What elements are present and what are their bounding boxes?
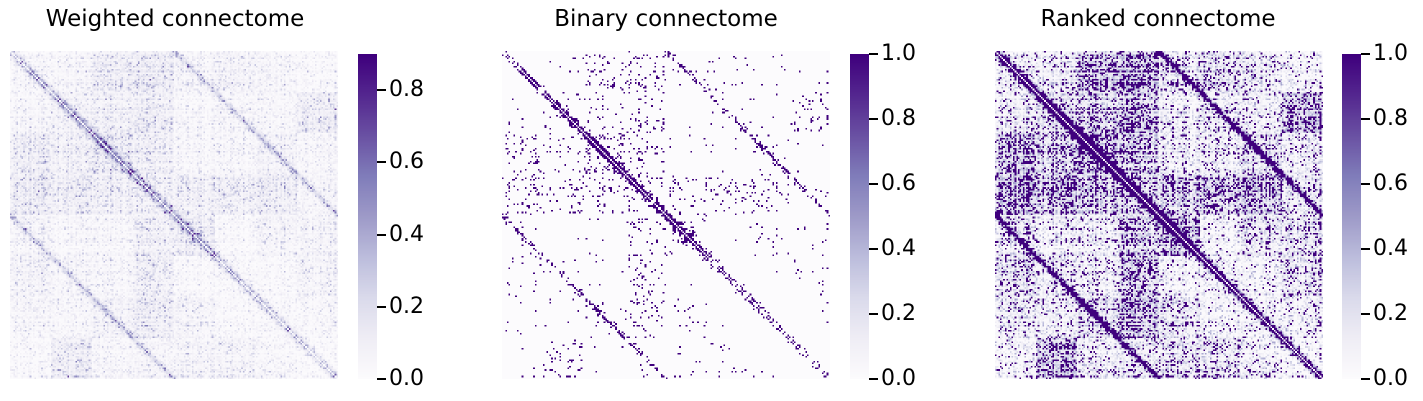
- colorbar-tick-mark: [377, 161, 386, 164]
- colorbar-tick-label: 0.2: [389, 293, 424, 319]
- colorbar-tick-mark: [869, 183, 878, 185]
- colorbar-tick-mark: [869, 118, 878, 120]
- colorbar-ranked: [1342, 54, 1361, 379]
- colorbar-tick-label: 0.8: [1373, 106, 1408, 131]
- colorbar-tick-label: 0.4: [1373, 236, 1408, 261]
- colorbar-tick-mark: [869, 248, 878, 250]
- colorbar-tick-label: 0.8: [389, 77, 424, 103]
- colorbar-tick-label: 0.2: [1373, 301, 1408, 326]
- colorbar-binary: [850, 54, 869, 379]
- colorbar-tick-mark: [377, 233, 386, 236]
- heatmap-ranked: [995, 51, 1323, 379]
- colorbar-tick-label: 0.0: [881, 366, 916, 391]
- colorbar-tick-label: 1.0: [881, 41, 916, 66]
- colorbar-tick-mark: [1361, 118, 1370, 120]
- colorbar-tick-label: 1.0: [1373, 41, 1408, 66]
- colorbar-tick-label: 0.4: [881, 236, 916, 261]
- colorbar-tick-mark: [869, 313, 878, 315]
- colorbar-tick-label: 0.2: [881, 301, 916, 326]
- colorbar-tick-label: 0.0: [1373, 366, 1408, 391]
- colorbar-tick-label: 0.6: [389, 149, 424, 175]
- colorbar-tick-label: 0.8: [881, 106, 916, 131]
- colorbar-weighted: [358, 54, 377, 379]
- colorbar-tick-mark: [377, 378, 386, 380]
- colorbar-tick-mark: [869, 378, 878, 380]
- colorbar-tick-label: 0.0: [389, 366, 424, 391]
- heatmap-binary: [502, 51, 830, 379]
- heatmap-weighted: [10, 51, 338, 379]
- colorbar-tick-mark: [1361, 378, 1370, 380]
- colorbar-tick-mark: [1361, 53, 1370, 55]
- colorbar-tick-label: 0.6: [1373, 171, 1408, 196]
- colorbar-tick-label: 0.6: [881, 171, 916, 196]
- colorbar-tick-mark: [1361, 248, 1370, 250]
- colorbar-tick-mark: [377, 305, 386, 308]
- chart-title: Ranked connectome: [1040, 6, 1276, 32]
- colorbar-tick-label: 0.4: [389, 221, 424, 247]
- colorbar-tick-mark: [377, 89, 386, 92]
- colorbar-tick-mark: [1361, 183, 1370, 185]
- colorbar-tick-mark: [869, 53, 878, 55]
- colorbar-tick-mark: [1361, 313, 1370, 315]
- chart-title: Binary connectome: [554, 6, 778, 32]
- chart-title: Weighted connectome: [45, 6, 305, 32]
